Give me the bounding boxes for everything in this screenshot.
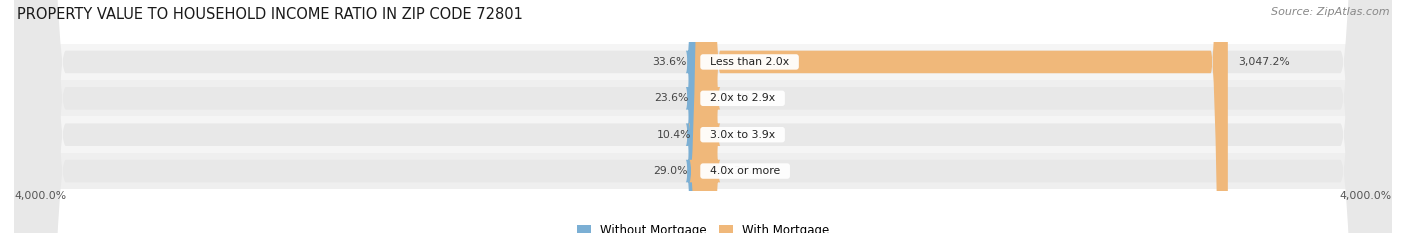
FancyBboxPatch shape: [703, 0, 1227, 233]
FancyBboxPatch shape: [14, 0, 1392, 233]
FancyBboxPatch shape: [693, 0, 720, 233]
Text: Less than 2.0x: Less than 2.0x: [703, 57, 796, 67]
Text: 3,047.2%: 3,047.2%: [1239, 57, 1289, 67]
Text: 44.4%: 44.4%: [721, 93, 755, 103]
Text: 29.0%: 29.0%: [654, 166, 688, 176]
FancyBboxPatch shape: [689, 0, 720, 233]
FancyBboxPatch shape: [686, 0, 718, 233]
Text: 4,000.0%: 4,000.0%: [1340, 191, 1392, 201]
FancyBboxPatch shape: [14, 0, 1392, 233]
FancyBboxPatch shape: [686, 0, 716, 233]
Text: 23.6%: 23.6%: [654, 93, 689, 103]
Text: 4,000.0%: 4,000.0%: [14, 191, 66, 201]
Text: PROPERTY VALUE TO HOUSEHOLD INCOME RATIO IN ZIP CODE 72801: PROPERTY VALUE TO HOUSEHOLD INCOME RATIO…: [17, 7, 523, 22]
Legend: Without Mortgage, With Mortgage: Without Mortgage, With Mortgage: [576, 224, 830, 233]
FancyBboxPatch shape: [14, 0, 1392, 233]
Text: 10.4%: 10.4%: [657, 130, 690, 140]
FancyBboxPatch shape: [689, 0, 720, 233]
Text: 21.2%: 21.2%: [717, 166, 751, 176]
Text: 33.6%: 33.6%: [652, 57, 688, 67]
Bar: [14, 44, 1392, 80]
Text: 16.1%: 16.1%: [716, 130, 751, 140]
Text: 3.0x to 3.9x: 3.0x to 3.9x: [703, 130, 782, 140]
Text: 2.0x to 2.9x: 2.0x to 2.9x: [703, 93, 782, 103]
FancyBboxPatch shape: [686, 0, 714, 233]
Text: Source: ZipAtlas.com: Source: ZipAtlas.com: [1271, 7, 1389, 17]
FancyBboxPatch shape: [14, 0, 1392, 233]
FancyBboxPatch shape: [686, 0, 716, 233]
Bar: [14, 116, 1392, 153]
Bar: [14, 153, 1392, 189]
Bar: [14, 80, 1392, 116]
Text: 4.0x or more: 4.0x or more: [703, 166, 787, 176]
